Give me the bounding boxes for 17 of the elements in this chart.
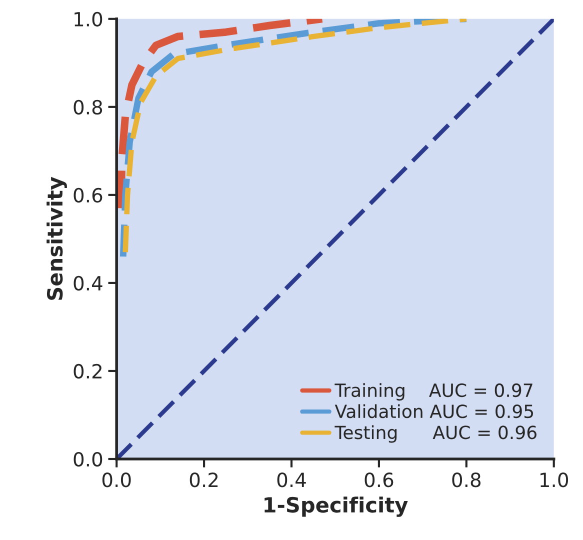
x-tick-label: 0.6 <box>364 472 394 488</box>
y-axis-title: Sensitivity <box>46 176 67 300</box>
y-tick-label: 1.0 <box>74 12 102 27</box>
legend-label: Training AUC = 0.97 <box>334 383 532 401</box>
legend-label: Validation AUC = 0.95 <box>334 404 534 418</box>
x-tick-label: 0.2 <box>190 472 218 488</box>
x-tick-label: 0.4 <box>277 472 306 488</box>
x-tick-label: 0.8 <box>452 472 481 488</box>
y-tick-label: 0.6 <box>74 188 102 203</box>
y-tick-label: 0.4 <box>74 276 102 291</box>
x-tick-label: 1.0 <box>540 472 568 488</box>
y-tick-label: 0.2 <box>74 364 102 379</box>
y-tick-label: 0.8 <box>74 100 102 115</box>
legend-label: Testing AUC = 0.96 <box>334 425 536 443</box>
x-tick-label: 0.0 <box>102 472 131 488</box>
x-axis-title: 1-Specificity <box>264 496 408 517</box>
y-tick-label: 0.0 <box>74 452 102 467</box>
